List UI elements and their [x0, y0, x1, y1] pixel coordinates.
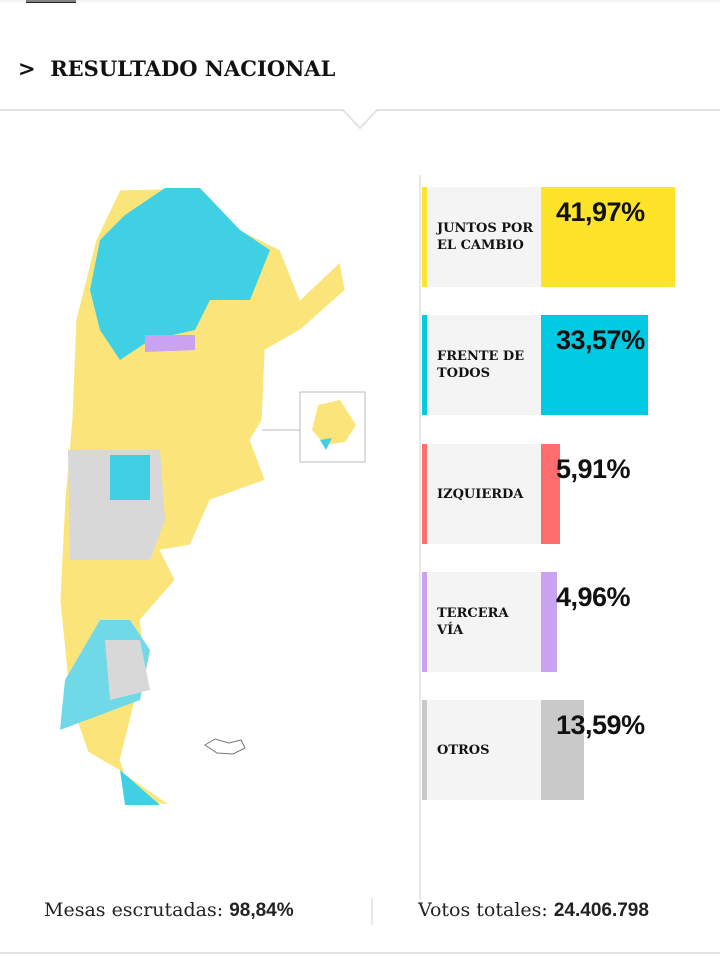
value-label: 33,57%: [556, 325, 645, 355]
row-bg: [427, 444, 541, 544]
inset-cyan: [320, 438, 332, 450]
value-label: 13,59%: [556, 710, 645, 740]
map-cyan-north: [90, 188, 270, 360]
accent: [422, 572, 427, 672]
header: > RESULTADO NACIONAL: [18, 56, 335, 81]
votos-value: 24.406.798: [553, 900, 649, 921]
mesas: Mesas escrutadas: 98,84%: [44, 899, 294, 922]
row-bg: [427, 572, 541, 672]
category-label: IZQUIERDA: [437, 486, 524, 502]
value-label: 4,96%: [556, 582, 631, 612]
bar: [541, 700, 585, 800]
row-bg: [427, 700, 541, 800]
bar: [541, 572, 557, 672]
map-cyan-center: [110, 455, 150, 500]
row-bg: [427, 187, 541, 287]
header-divider: [0, 109, 720, 130]
header-title: RESULTADO NACIONAL: [50, 56, 336, 81]
value-label: 41,97%: [556, 197, 645, 227]
accent: [422, 315, 427, 415]
mesas-value: 98,84%: [229, 900, 294, 921]
row-bg: [427, 315, 541, 415]
bar: [541, 315, 649, 415]
bar: [541, 187, 676, 287]
value-label: 5,91%: [556, 454, 631, 484]
map-cyan-tdf: [120, 770, 160, 805]
islands: [204, 738, 246, 755]
bar: [541, 444, 560, 544]
category-label: JUNTOS POR EL CAMBIO: [437, 221, 534, 253]
map-purple: [145, 335, 195, 352]
mesas-label: Mesas escrutadas:: [44, 899, 224, 921]
map-gray-south: [105, 640, 150, 700]
category-label: FRENTE DE TODOS: [437, 349, 525, 381]
inset-map: [312, 400, 356, 445]
accent: [422, 187, 427, 287]
accent: [422, 700, 427, 800]
chevron: >: [18, 56, 51, 81]
category-label: OTROS: [437, 742, 490, 758]
map: [59, 187, 366, 806]
votos: Votos totales: 24.406.798: [418, 899, 649, 922]
category-label: TERCERA VÍA: [437, 606, 509, 638]
votos-label: Votos totales:: [418, 899, 548, 921]
accent: [422, 444, 427, 544]
